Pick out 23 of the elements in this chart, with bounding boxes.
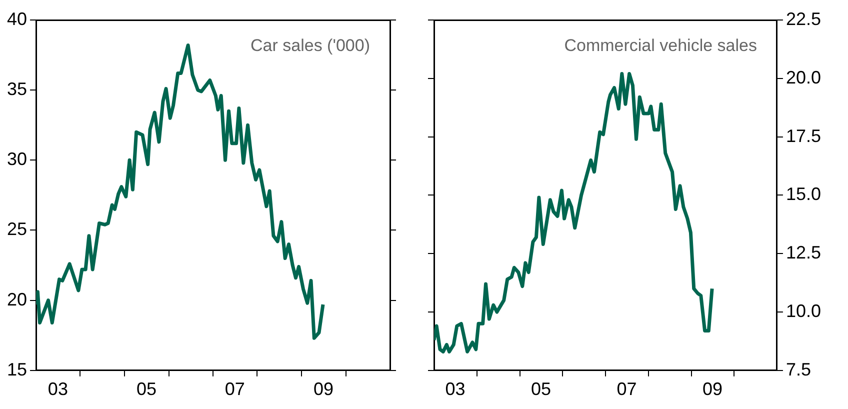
x-tick-label: 09 xyxy=(313,379,334,400)
x-tick-label: 07 xyxy=(616,379,637,400)
y-tick-label: 40 xyxy=(6,8,28,29)
x-tick-label: 03 xyxy=(48,379,68,400)
y-tick-label: 25 xyxy=(6,219,28,240)
y-tick-label: 30 xyxy=(6,149,28,170)
y-tick-label: 20 xyxy=(6,289,28,310)
y2-tick-label: 7.5 xyxy=(786,359,811,380)
y2-tick-label: 17.5 xyxy=(786,126,822,146)
y-tick-label: 35 xyxy=(6,79,28,100)
x-tick-label: 05 xyxy=(136,379,157,400)
y2-tick-label: 10.0 xyxy=(786,300,822,321)
x-tick-label: 07 xyxy=(224,379,245,400)
x-tick-label: 09 xyxy=(702,379,723,400)
y2-tick-label: 15.0 xyxy=(786,184,822,204)
y2-tick-label: 20.0 xyxy=(786,67,822,88)
text: Car sales ('000) xyxy=(250,36,370,56)
y-tick-label: 15 xyxy=(6,359,28,380)
x-tick-label: 05 xyxy=(531,379,552,400)
y2-tick-label: 22.5 xyxy=(786,8,822,29)
text: Commercial vehicle sales xyxy=(564,36,757,56)
x-tick-label: 03 xyxy=(445,379,466,400)
y2-tick-label: 12.5 xyxy=(786,242,822,263)
